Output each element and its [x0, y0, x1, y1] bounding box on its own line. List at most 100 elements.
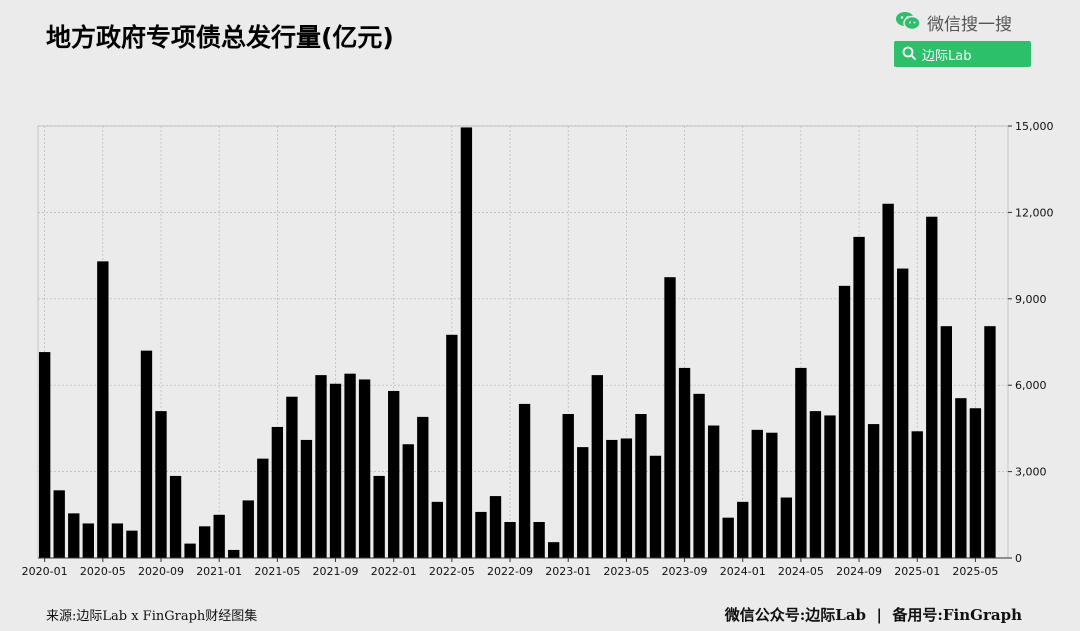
bar — [257, 458, 269, 558]
x-tick-label: 2021-05 — [254, 565, 300, 578]
source-note: 来源:边际Lab x FinGraph财经图集 — [46, 609, 258, 624]
bar — [620, 438, 633, 558]
search-text: 边际Lab — [922, 48, 972, 64]
bar — [635, 414, 647, 558]
bar — [300, 439, 313, 558]
bar — [751, 429, 763, 558]
bar — [809, 411, 822, 558]
x-tick-label: 2020-09 — [138, 565, 184, 578]
bar — [882, 203, 894, 558]
bar — [169, 475, 182, 558]
bar — [780, 497, 793, 558]
bar — [286, 396, 298, 558]
bar — [766, 432, 778, 558]
bar — [897, 268, 909, 558]
x-tick-label: 2023-09 — [662, 565, 708, 578]
bar — [402, 444, 414, 558]
bar — [489, 496, 502, 558]
bar — [39, 352, 51, 558]
bar — [53, 490, 65, 558]
wechat-icon — [895, 11, 921, 35]
bar — [271, 426, 284, 558]
bar — [838, 285, 851, 558]
bar — [315, 375, 327, 558]
bar — [547, 542, 560, 558]
search-button[interactable]: 边际Lab — [894, 41, 1031, 67]
bar — [198, 526, 211, 558]
wechat-search-label: 微信搜一搜 — [927, 15, 1012, 35]
x-tick-label: 2025-05 — [952, 565, 998, 578]
x-tick-label: 2023-05 — [603, 565, 649, 578]
bar — [184, 543, 196, 558]
bar — [82, 523, 94, 558]
bar — [984, 326, 996, 558]
bar — [358, 379, 371, 558]
bar — [329, 383, 342, 558]
bar — [707, 425, 720, 558]
bar — [504, 522, 516, 558]
axes: 0 3,000 6,000 9,000 12,000 15,000 2020-01 2020-… — [22, 120, 1054, 578]
y-tick-label: 12,000 — [1015, 206, 1054, 219]
bar — [664, 277, 676, 558]
chart-title: 地方政府专项债总发行量(亿元) — [46, 23, 394, 52]
y-tick-label: 6,000 — [1015, 379, 1047, 392]
x-tick-label: 2020-01 — [22, 565, 68, 578]
bar — [475, 511, 487, 558]
bar — [446, 334, 458, 558]
bar — [68, 513, 80, 558]
x-tick-label: 2024-09 — [836, 565, 882, 578]
bar — [111, 523, 124, 558]
x-tick-label: 2025-01 — [894, 565, 940, 578]
bar — [678, 367, 691, 558]
y-tick-label: 3,000 — [1015, 466, 1047, 479]
bar — [126, 530, 138, 558]
x-tick-label: 2022-01 — [371, 565, 417, 578]
bar — [213, 514, 225, 558]
wechat-search-header: 微信搜一搜 — [895, 10, 1012, 35]
bar — [737, 501, 749, 558]
bar-chart: 0 3,000 6,000 9,000 12,000 15,000 2020-01 2020-… — [22, 120, 1054, 578]
y-tick-label: 15,000 — [1015, 120, 1054, 133]
y-tick-label: 0 — [1015, 552, 1022, 565]
search-icon — [902, 45, 916, 64]
bar — [460, 127, 473, 558]
bar — [911, 431, 923, 558]
x-tick-label: 2022-05 — [429, 565, 475, 578]
bar — [824, 415, 836, 558]
bar — [97, 261, 109, 558]
bar — [431, 501, 443, 558]
x-tick-label: 2020-05 — [80, 565, 126, 578]
bar — [940, 326, 952, 558]
x-tick-label: 2023-01 — [545, 565, 591, 578]
bar — [155, 411, 167, 558]
bar — [373, 475, 385, 558]
y-tick-label: 9,000 — [1015, 293, 1047, 306]
bar — [926, 216, 938, 558]
bars — [39, 127, 996, 558]
bar — [649, 455, 662, 558]
bar — [417, 416, 429, 558]
bar — [533, 522, 545, 558]
bar — [955, 398, 967, 558]
bar — [388, 390, 400, 558]
x-tick-label: 2024-05 — [778, 565, 824, 578]
bar — [867, 424, 880, 558]
account-note: 微信公众号:边际Lab | 备用号:FinGraph — [724, 606, 1022, 624]
bar — [228, 549, 240, 558]
bar — [577, 447, 589, 558]
x-tick-label: 2021-09 — [313, 565, 359, 578]
bar — [606, 439, 618, 558]
bar — [722, 517, 734, 558]
bar — [969, 408, 982, 558]
bar — [562, 414, 574, 558]
x-tick-label: 2021-01 — [196, 565, 242, 578]
bar — [518, 403, 531, 558]
bar — [795, 367, 807, 558]
bar — [242, 500, 254, 558]
bar — [853, 236, 865, 558]
bar — [140, 350, 153, 558]
bar — [591, 375, 603, 558]
x-tick-label: 2024-01 — [720, 565, 766, 578]
bar — [693, 393, 705, 558]
x-tick-label: 2022-09 — [487, 565, 533, 578]
